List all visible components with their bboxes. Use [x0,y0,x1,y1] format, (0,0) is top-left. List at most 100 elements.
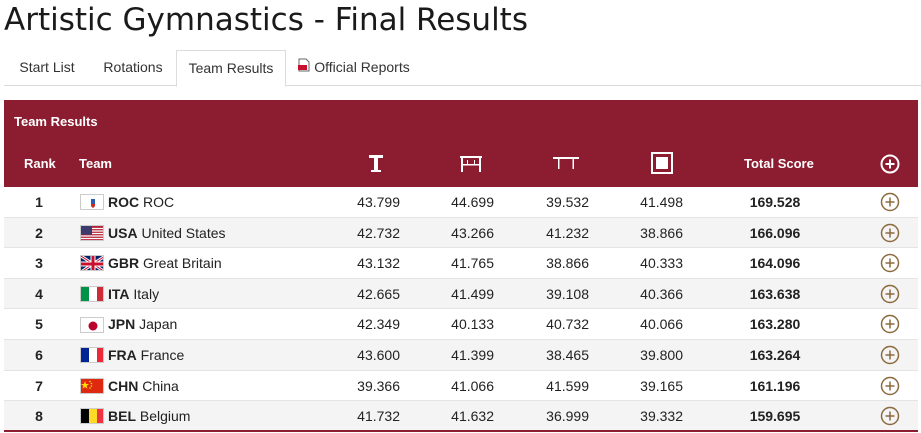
chn-flag-icon [80,377,104,394]
country-name: France [140,346,185,363]
rank-column-header: Rank [24,156,56,171]
rank-cell: 7 [35,377,43,394]
expand-row-icon[interactable] [880,314,900,334]
rank-cell: 4 [35,285,43,302]
noc-code: JPN [108,316,136,333]
team-cell: USA United States [80,218,226,248]
expand-row-icon[interactable] [880,223,900,243]
tab-team-results[interactable]: Team Results [176,50,286,87]
vault-score: 38.866 [640,224,683,241]
country-name: Great Britain [143,255,222,272]
floor-score: 42.732 [357,224,400,241]
rank-cell: 3 [35,255,43,272]
vault-score: 39.332 [640,408,683,425]
rank-cell: 8 [35,408,43,425]
tab-official-reports[interactable]: Official Reports [294,50,414,86]
country-name: Italy [133,285,160,302]
vault-score: 39.800 [640,346,683,363]
country-name: ROC [143,194,175,210]
team-cell: JPN Japan [80,309,177,339]
expand-row-icon[interactable] [880,253,900,273]
table-row: 2 USA United States 42.732 43.266 41.232… [4,217,918,249]
rings-score: 40.732 [546,316,589,333]
gbr-flag-icon [80,255,104,272]
table-row: 5 JPN Japan 42.349 40.133 40.732 40.066 … [4,309,918,340]
expand-row-icon[interactable] [880,345,900,365]
noc-code: FRA [108,346,137,363]
total-score: 166.096 [749,224,801,241]
team-cell: FRA France [80,340,184,370]
pommel-horse-score: 40.133 [451,316,494,333]
rings-score: 36.999 [546,408,589,425]
rings-score: 39.108 [546,285,589,302]
table-title: Team Results [14,114,98,129]
rings-score: 41.599 [546,377,589,394]
pommel-horse-icon [457,151,483,175]
results-tabs: Start List Rotations Team Results Offici… [4,50,921,87]
noc-code: CHN [108,377,139,394]
expand-row-icon[interactable] [880,406,900,426]
rings-score: 38.465 [546,346,589,363]
expand-row-icon[interactable] [880,192,900,212]
table-header: Team Results Rank Team Total Score [4,100,918,187]
vault-score: 40.333 [640,255,683,272]
expand-row-icon[interactable] [880,284,900,304]
vault-score: 40.366 [640,285,683,302]
pdf-document-icon [298,50,310,84]
rings-score: 38.866 [546,255,589,272]
rings-score: 39.532 [546,194,589,210]
total-score: 164.096 [749,255,801,272]
results-table-body: 1 ROC ROC 43.799 44.699 39.532 41.498 16… [4,187,918,432]
floor-score: 43.799 [357,194,400,210]
expand-all-icon[interactable] [880,154,900,174]
pommel-horse-score: 41.499 [451,285,494,302]
ita-flag-icon [80,286,104,303]
rank-cell: 1 [35,194,43,210]
team-cell: BEL Belgium [80,401,190,431]
expand-row-icon[interactable] [880,376,900,396]
noc-code: ROC [108,194,140,210]
usa-flag-icon [80,224,104,241]
team-cell: ROC ROC [80,187,174,217]
floor-score: 43.600 [357,346,400,363]
total-score: 163.280 [749,316,801,333]
rings-score: 41.232 [546,224,589,241]
total-score-column-header: Total Score [744,156,814,171]
vault-icon [649,151,675,175]
rings-icon [551,151,579,175]
pommel-horse-score: 41.399 [451,346,494,363]
tab-rotations[interactable]: Rotations [103,59,163,75]
team-results-panel: Team Results Rank Team Total Score 1 ROC… [4,100,918,433]
table-row: 1 ROC ROC 43.799 44.699 39.532 41.498 16… [4,187,918,218]
floor-exercise-icon [363,151,389,175]
total-score: 169.528 [749,194,801,210]
pommel-horse-score: 41.765 [451,255,494,272]
rank-cell: 5 [35,316,43,333]
country-name: China [142,377,179,394]
vault-score: 40.066 [640,316,683,333]
noc-code: BEL [108,408,136,425]
table-row: 8 BEL Belgium 41.732 41.632 36.999 39.33… [4,401,918,432]
vault-score: 41.498 [640,194,683,210]
pommel-horse-score: 41.632 [451,408,494,425]
vault-score: 39.165 [640,377,683,394]
team-cell: CHN China [80,371,179,401]
fra-flag-icon [80,347,104,364]
total-score: 163.264 [749,346,801,363]
country-name: Belgium [139,408,191,425]
pommel-horse-score: 41.066 [451,377,494,394]
noc-code: USA [108,224,138,241]
roc-flag-icon [80,194,104,211]
noc-code: GBR [108,255,140,272]
floor-score: 42.349 [357,316,400,333]
team-cell: GBR Great Britain [80,248,222,278]
table-row: 7 CHN China 39.366 41.066 41.599 39.165 … [4,371,918,402]
tab-start-list[interactable]: Start List [19,59,75,75]
floor-score: 41.732 [357,408,400,425]
floor-score: 43.132 [357,255,400,272]
jpn-flag-icon [80,316,104,333]
total-score: 163.638 [749,285,801,302]
pommel-horse-score: 44.699 [451,194,494,210]
total-score: 161.196 [749,377,801,394]
floor-score: 39.366 [357,377,400,394]
